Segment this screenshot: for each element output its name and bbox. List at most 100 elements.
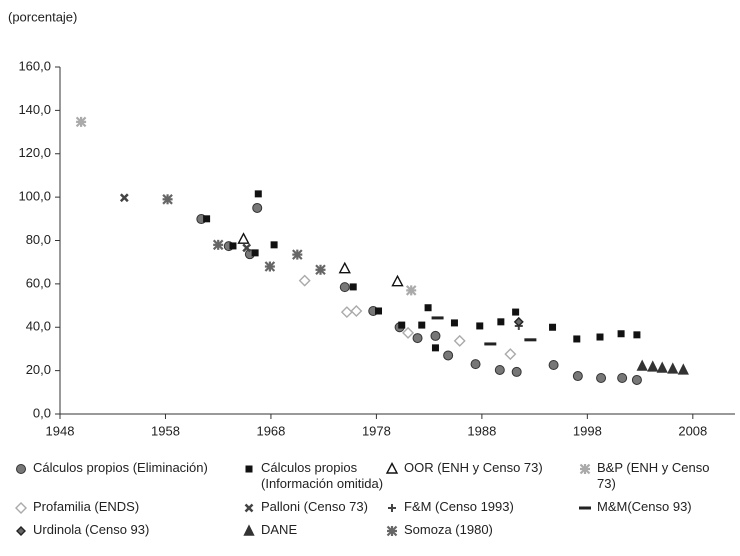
marker [245,465,253,473]
marker [385,462,399,474]
y-tick-label: 60,0 [26,275,51,290]
marker [596,372,607,383]
shape [375,307,383,315]
shape [254,190,262,198]
x-tick-label: 1958 [151,423,180,438]
shape [243,524,255,536]
shape [476,322,484,330]
shape [656,361,668,373]
shape [443,350,454,361]
legend-item: M&M(Censo 93) [578,499,728,515]
marker [402,326,415,339]
marker [254,190,262,198]
shape [617,372,628,383]
shape [350,304,363,317]
marker [677,363,689,375]
shape [391,274,404,287]
marker [513,316,524,327]
marker [75,116,87,128]
shape [511,366,522,377]
shape [203,215,211,223]
marker [494,364,505,375]
legend-label: Urdinola (Censo 93) [33,522,150,537]
y-tick-label: 40,0 [26,319,51,334]
legend-marker [386,525,398,537]
marker [511,366,522,377]
legend-item: F&M (Censo 1993) [385,499,578,515]
legend-item: Cálculos propios (Información omitida) [242,460,385,492]
marker [548,359,559,370]
shape [349,283,357,291]
shape [596,372,607,383]
shape [242,243,252,253]
marker [251,249,259,257]
legend-item: DANE [242,522,385,538]
shape [596,333,604,341]
shape [453,334,466,347]
shape [298,274,311,287]
marker [453,334,466,347]
legend-label: Somoza (1980) [404,522,493,537]
marker [596,333,604,341]
marker [15,502,27,514]
y-tick-label: 160,0 [18,58,51,73]
shape [647,360,659,372]
shape [667,362,679,374]
x-tick-label: 1998 [573,423,602,438]
legend-marker [245,465,253,473]
legend-item: Palloni (Censo 73) [242,499,385,515]
shape [677,363,689,375]
shape [270,241,278,249]
marker [647,360,659,372]
marker [450,319,458,327]
shape [340,306,353,319]
legend-item: Somoza (1980) [385,522,578,538]
marker [633,331,641,339]
shape [497,318,505,326]
marker [315,264,326,276]
marker [16,526,26,536]
marker [298,274,311,287]
shape [430,330,441,341]
marker [398,321,406,329]
shape [633,331,641,339]
legend: Cálculos propios (Eliminación) Cálculos p… [14,460,734,538]
y-tick-label: 80,0 [26,232,51,247]
shape [398,321,406,329]
marker [573,335,581,343]
marker [631,374,642,385]
shape [573,335,581,343]
marker [470,359,481,370]
marker [237,232,250,244]
marker [162,194,173,205]
shape [549,323,557,331]
legend-label: Profamilia (ENDS) [33,499,140,514]
marker [212,239,224,251]
marker [270,241,278,249]
marker [497,318,505,326]
marker [119,193,129,203]
y-tick-label: 0,0 [33,405,51,420]
shape [513,316,524,327]
shape [450,319,458,327]
shape [339,282,350,293]
marker [340,306,353,319]
marker [243,524,255,536]
marker [349,283,357,291]
marker [339,282,350,293]
shape [512,308,520,316]
marker [424,304,432,312]
marker [443,350,454,361]
legend-item: Urdinola (Censo 93) [14,522,242,538]
shape [251,249,259,257]
legend-marker [16,526,26,536]
chart: (porcentaje) 0,0 20,0 40,0 60,0 80,0 100,0 120… [8,9,735,438]
marker [579,463,591,475]
shape [470,359,481,370]
legend-item: OOR (ENH y Censo 73) [385,460,578,492]
y-axis-label: (porcentaje) [8,9,77,24]
marker [386,525,398,537]
legend-marker [244,503,254,513]
shape [16,464,26,474]
marker [405,285,417,296]
